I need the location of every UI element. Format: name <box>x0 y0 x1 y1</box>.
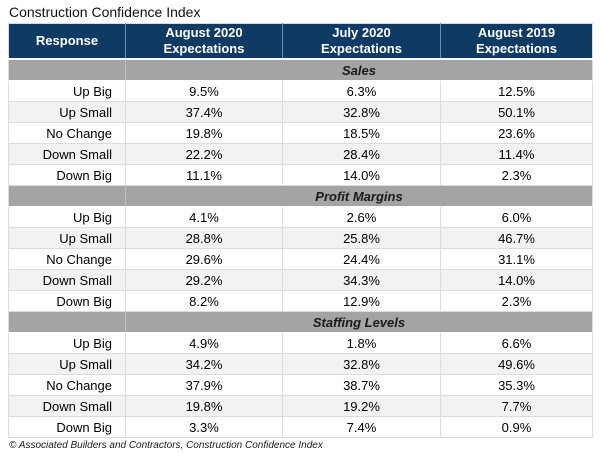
table-row: Up Small 34.2% 32.8% 49.6% <box>8 353 593 375</box>
table-row: Up Small 28.8% 25.8% 46.7% <box>8 227 593 249</box>
table-row: Up Big 4.9% 1.8% 6.6% <box>8 332 593 354</box>
value-cell: 12.5% <box>440 80 593 102</box>
response-label: Down Small <box>8 395 126 417</box>
table-row: No Change 19.8% 18.5% 23.6% <box>8 122 593 144</box>
value-cell: 37.9% <box>125 374 283 396</box>
value-cell: 14.0% <box>440 269 593 291</box>
column-header-august-2020: August 2020 Expectations <box>125 23 283 60</box>
response-label: Down Big <box>8 290 126 312</box>
section-spacer-cell <box>8 58 126 81</box>
value-cell: 35.3% <box>440 374 593 396</box>
response-label: Up Big <box>8 206 126 228</box>
header-row: Response August 2020 Expectations July 2… <box>8 23 593 60</box>
value-cell: 4.9% <box>125 332 283 354</box>
page-title: Construction Confidence Index <box>9 4 201 20</box>
value-cell: 14.0% <box>282 164 441 186</box>
section-title-sales: Sales <box>125 58 593 81</box>
table-row: No Change 37.9% 38.7% 35.3% <box>8 374 593 396</box>
table-row: Down Small 19.8% 19.2% 7.7% <box>8 395 593 417</box>
section-spacer-cell <box>8 185 126 207</box>
response-label: Down Big <box>8 164 126 186</box>
value-cell: 12.9% <box>282 290 441 312</box>
value-cell: 7.4% <box>282 416 441 438</box>
copyright-source-note: © Associated Builders and Contractors, C… <box>9 440 323 451</box>
response-label: Up Small <box>8 227 126 249</box>
table-row: Up Big 4.1% 2.6% 6.0% <box>8 206 593 228</box>
value-cell: 50.1% <box>440 101 593 123</box>
value-cell: 6.6% <box>440 332 593 354</box>
value-cell: 9.5% <box>125 80 283 102</box>
value-cell: 31.1% <box>440 248 593 270</box>
table-row: No Change 29.6% 24.4% 31.1% <box>8 248 593 270</box>
value-cell: 8.2% <box>125 290 283 312</box>
table-row: Down Small 22.2% 28.4% 11.4% <box>8 143 593 165</box>
value-cell: 32.8% <box>282 353 441 375</box>
value-cell: 1.8% <box>282 332 441 354</box>
column-header-response: Response <box>8 23 126 60</box>
table-row: Down Big 11.1% 14.0% 2.3% <box>8 164 593 186</box>
value-cell: 32.8% <box>282 101 441 123</box>
section-spacer-cell <box>8 311 126 333</box>
table-row: Down Big 3.3% 7.4% 0.9% <box>8 416 593 438</box>
value-cell: 2.3% <box>440 290 593 312</box>
section-row-sales: Sales <box>8 58 593 81</box>
section-row-staffing-levels: Staffing Levels <box>8 311 593 333</box>
value-cell: 25.8% <box>282 227 441 249</box>
value-cell: 0.9% <box>440 416 593 438</box>
value-cell: 11.1% <box>125 164 283 186</box>
section-row-profit-margins: Profit Margins <box>8 185 593 207</box>
table-row: Down Small 29.2% 34.3% 14.0% <box>8 269 593 291</box>
value-cell: 46.7% <box>440 227 593 249</box>
value-cell: 49.6% <box>440 353 593 375</box>
response-label: No Change <box>8 122 126 144</box>
response-label: No Change <box>8 374 126 396</box>
value-cell: 24.4% <box>282 248 441 270</box>
column-header-july-2020: July 2020 Expectations <box>282 23 441 60</box>
table-row: Up Small 37.4% 32.8% 50.1% <box>8 101 593 123</box>
table-header: Response August 2020 Expectations July 2… <box>8 23 593 60</box>
response-label: Down Small <box>8 269 126 291</box>
value-cell: 37.4% <box>125 101 283 123</box>
value-cell: 4.1% <box>125 206 283 228</box>
value-cell: 6.3% <box>282 80 441 102</box>
response-label: Up Small <box>8 353 126 375</box>
value-cell: 38.7% <box>282 374 441 396</box>
value-cell: 7.7% <box>440 395 593 417</box>
table-row: Down Big 8.2% 12.9% 2.3% <box>8 290 593 312</box>
value-cell: 23.6% <box>440 122 593 144</box>
section-title-staffing-levels: Staffing Levels <box>125 311 593 333</box>
value-cell: 19.8% <box>125 395 283 417</box>
value-cell: 2.6% <box>282 206 441 228</box>
value-cell: 3.3% <box>125 416 283 438</box>
value-cell: 34.2% <box>125 353 283 375</box>
response-label: No Change <box>8 248 126 270</box>
value-cell: 28.4% <box>282 143 441 165</box>
section-title-profit-margins: Profit Margins <box>125 185 593 207</box>
value-cell: 29.6% <box>125 248 283 270</box>
response-label: Down Big <box>8 416 126 438</box>
value-cell: 22.2% <box>125 143 283 165</box>
response-label: Up Big <box>8 80 126 102</box>
value-cell: 19.8% <box>125 122 283 144</box>
value-cell: 34.3% <box>282 269 441 291</box>
response-label: Up Big <box>8 332 126 354</box>
value-cell: 18.5% <box>282 122 441 144</box>
response-label: Down Small <box>8 143 126 165</box>
value-cell: 28.8% <box>125 227 283 249</box>
value-cell: 29.2% <box>125 269 283 291</box>
column-header-august-2019: August 2019 Expectations <box>440 23 593 60</box>
table-row: Up Big 9.5% 6.3% 12.5% <box>8 80 593 102</box>
confidence-index-table: Response August 2020 Expectations July 2… <box>8 23 593 438</box>
value-cell: 6.0% <box>440 206 593 228</box>
value-cell: 2.3% <box>440 164 593 186</box>
value-cell: 19.2% <box>282 395 441 417</box>
response-label: Up Small <box>8 101 126 123</box>
value-cell: 11.4% <box>440 143 593 165</box>
